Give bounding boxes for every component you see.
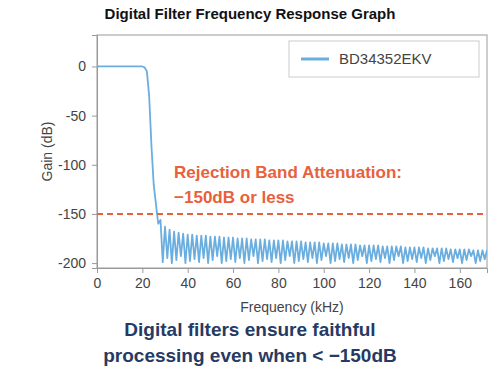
x-tick: 160 (449, 268, 473, 291)
x-axis-title: Frequency (kHz) (240, 299, 343, 315)
x-tick-label: 100 (313, 275, 337, 291)
x-axis-line (98, 269, 488, 274)
x-tick: 100 (313, 268, 337, 291)
y-tick-mark (92, 116, 97, 117)
caption: processing even when < −150dB (103, 345, 397, 366)
title: Digital Filter Frequency Response Graph (105, 5, 396, 22)
x-tick-label: 40 (180, 275, 196, 291)
x-tick-mark (188, 268, 189, 273)
x-tick-mark (278, 268, 279, 273)
plot-area (97, 66, 487, 263)
x-tick-label: 80 (271, 275, 287, 291)
x-tick-mark (142, 268, 143, 273)
y-tick-mark (92, 263, 97, 264)
x-axis: 0 20 40 60 80 100 120 140 160 (94, 268, 488, 291)
reference-line (97, 213, 487, 215)
legend-box (289, 41, 479, 77)
legend: BD34352EKV (289, 41, 479, 77)
y-tick-mark (92, 66, 97, 67)
y-tick: 0 (78, 58, 97, 74)
x-tick-label: 20 (135, 275, 151, 291)
x-tick-label: 60 (226, 275, 242, 291)
y-tick-label: -100 (58, 157, 86, 173)
legend-label: BD34352EKV (339, 50, 432, 67)
y-axis-title: Gain (dB) (39, 122, 55, 182)
y-tick: -50 (66, 108, 97, 124)
y-tick: -150 (58, 206, 97, 222)
caption: Digital filters ensure faithful (124, 319, 375, 340)
chart: Digital Filter Frequency Response Graph 0… (0, 0, 500, 382)
y-axis: 0 -50 -100 -150 -200 (58, 36, 98, 272)
x-tick-mark (414, 268, 415, 273)
x-tick-mark (460, 268, 461, 273)
x-tick: 140 (403, 268, 427, 291)
y-tick-mark (92, 165, 97, 166)
x-tick: 0 (94, 268, 102, 291)
x-tick-label: 120 (358, 275, 382, 291)
x-tick-mark (369, 268, 370, 273)
y-tick-label: -150 (58, 206, 86, 222)
y-tick-label: -200 (58, 255, 86, 271)
y-tick-mark (92, 214, 97, 215)
y-axis-line (92, 36, 98, 269)
annotation: −150dB or less (174, 188, 295, 207)
y-tick-label: 0 (78, 58, 86, 74)
annotation: Rejection Band Attenuation: (174, 163, 402, 182)
y-tick: -100 (58, 157, 97, 173)
x-tick: 20 (135, 268, 151, 291)
x-tick: 60 (226, 268, 242, 291)
background (0, 0, 500, 382)
legend-swatch (301, 58, 329, 61)
y-tick: -200 (58, 255, 97, 271)
series-line (97, 66, 487, 263)
x-tick-mark (324, 268, 325, 273)
x-tick-label: 160 (449, 275, 473, 291)
x-tick: 40 (180, 268, 196, 291)
plot-frame (97, 35, 487, 268)
x-tick: 120 (358, 268, 382, 291)
x-tick-label: 0 (94, 275, 102, 291)
x-tick-mark (233, 268, 234, 273)
x-tick: 80 (271, 268, 287, 291)
x-tick-label: 140 (403, 275, 427, 291)
y-tick-label: -50 (66, 108, 86, 124)
